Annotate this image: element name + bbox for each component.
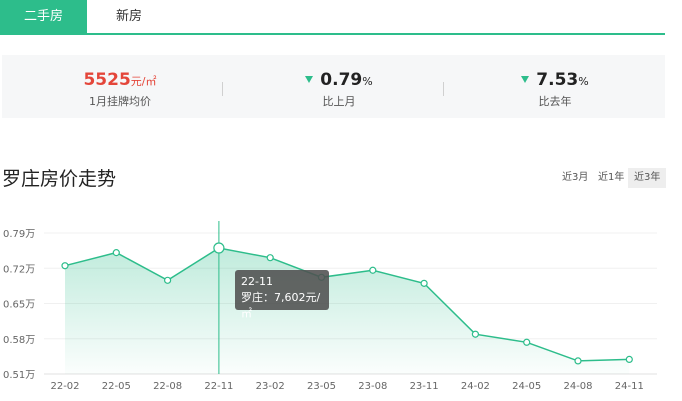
highlighted-data-point — [213, 242, 225, 254]
price-stats-panel: 5525元/㎡ 1月挂牌均价 0.79% 比上月 7.53% 比去年 — [2, 55, 665, 118]
data-point — [266, 254, 274, 262]
y-tick-label: 0.72万 — [3, 264, 35, 275]
data-point — [61, 262, 69, 270]
chart-tooltip: 22-11 罗庄：7,602元/㎡ — [235, 270, 329, 320]
data-point — [523, 338, 531, 346]
year-change-stat: 7.53% 比去年 — [445, 69, 665, 110]
data-point — [625, 355, 633, 363]
tooltip-date: 22-11 — [241, 275, 273, 288]
x-tick-label: 22-02 — [50, 381, 79, 392]
x-tick-label: 24-02 — [461, 381, 490, 392]
data-point — [164, 276, 172, 284]
data-point — [112, 249, 120, 257]
stat-divider — [222, 82, 223, 96]
month-change-stat: 0.79% 比上月 — [229, 69, 449, 110]
tab-new-home[interactable]: 新房 — [115, 9, 142, 24]
year-change-label: 比去年 — [538, 95, 572, 108]
y-tick-label: 0.79万 — [3, 229, 35, 240]
range-3-years[interactable]: 近3年 — [628, 168, 667, 188]
tab-second-hand[interactable]: 二手房 — [0, 0, 87, 33]
month-change-value: 0.79 — [320, 70, 363, 90]
year-change-value: 7.53 — [536, 70, 579, 90]
avg-price-label: 1月挂牌均价 — [89, 95, 151, 108]
y-tick-label: 0.65万 — [3, 300, 35, 311]
x-tick-label: 22-11 — [204, 381, 233, 392]
x-tick-label: 24-05 — [512, 381, 541, 392]
year-change-value-line: 7.53% — [445, 69, 665, 93]
series-line — [64, 247, 630, 362]
data-point — [369, 266, 377, 274]
y-tick-label: 0.58万 — [3, 335, 35, 346]
x-tick-label: 22-05 — [102, 381, 131, 392]
x-tick-label: 23-02 — [256, 381, 285, 392]
range-1-year[interactable]: 近1年 — [598, 172, 625, 183]
month-change-value-line: 0.79% — [229, 69, 449, 93]
area-fill — [65, 248, 630, 374]
tooltip-value: 罗庄：7,602元/㎡ — [241, 291, 321, 320]
x-tick-label: 23-05 — [307, 381, 336, 392]
month-change-label: 比上月 — [322, 95, 356, 108]
trend-title: 罗庄房价走势 — [2, 168, 117, 190]
data-point — [420, 279, 428, 287]
avg-price-unit: 元/㎡ — [130, 75, 157, 88]
stat-divider — [443, 82, 444, 96]
down-arrow-icon — [521, 76, 530, 83]
x-tick-label: 24-08 — [563, 381, 592, 392]
x-tick-label: 23-08 — [358, 381, 387, 392]
avg-price-stat: 5525元/㎡ 1月挂牌均价 — [10, 69, 230, 110]
x-tick-label: 22-08 — [153, 381, 182, 392]
house-type-tabs: 二手房 新房 — [0, 0, 665, 35]
data-point — [574, 357, 582, 365]
avg-price-value-line: 5525元/㎡ — [10, 69, 230, 93]
range-3-months[interactable]: 近3月 — [562, 172, 589, 183]
down-arrow-icon — [305, 76, 314, 83]
month-change-unit: % — [362, 75, 373, 88]
x-tick-label: 23-11 — [410, 381, 439, 392]
y-tick-label: 0.51万 — [3, 370, 35, 381]
year-change-unit: % — [578, 75, 589, 88]
x-tick-label: 24-11 — [615, 381, 644, 392]
data-point — [471, 330, 479, 338]
avg-price-value: 5525 — [83, 70, 131, 90]
